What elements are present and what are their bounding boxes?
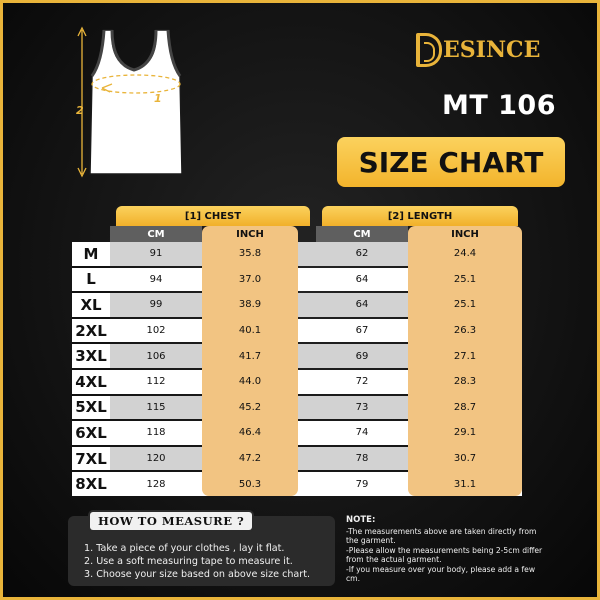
- measure-step: 3. Choose your size based on above size …: [84, 569, 311, 580]
- length-cm-cell: 78: [355, 453, 369, 465]
- chest-cm-cell: 120: [146, 453, 166, 465]
- garment-illustration: 2 1: [72, 24, 202, 184]
- note-line: -If you measure over your body, please a…: [346, 564, 536, 584]
- chest-cm-header: CM: [110, 226, 202, 242]
- chest-inch-column: [202, 242, 298, 496]
- size-cell: L: [72, 267, 110, 294]
- chest-inch-cell: 44.0: [238, 376, 262, 388]
- size-cell: 2XL: [72, 318, 110, 345]
- note-title: NOTE:: [346, 515, 376, 525]
- size-cell: 8XL: [72, 472, 110, 498]
- brand-d-icon: [416, 33, 442, 67]
- chest-inch-cell: 45.2: [238, 401, 262, 413]
- length-inch-cell: 28.3: [453, 376, 477, 388]
- note-line: -Please allow the measurements being 2-5…: [346, 545, 543, 565]
- chest-inch-cell: 47.2: [238, 453, 262, 465]
- length-cm-cell: 64: [355, 273, 369, 285]
- brand-name: ESINCE: [443, 37, 541, 63]
- chest-inch-cell: 41.7: [238, 350, 262, 362]
- chest-cm-cell: 99: [149, 299, 163, 311]
- size-column: M L XL 2XL 3XL 4XL 5XL 6XL 7XL 8XL: [72, 242, 110, 498]
- model-number: MT 106: [441, 90, 556, 121]
- chest-inch-cell: 46.4: [238, 427, 262, 439]
- chest-cm-cell: 102: [146, 325, 166, 337]
- size-chart-badge: SIZE CHART: [337, 137, 565, 187]
- note-block: NOTE: -The measurements above are taken …: [346, 515, 546, 584]
- length-inch-cell: 28.7: [453, 401, 477, 413]
- how-to-measure-title: HOW TO MEASURE ?: [90, 512, 253, 530]
- size-cell: 6XL: [72, 421, 110, 447]
- size-cell: 5XL: [72, 395, 110, 422]
- length-inch-header: INCH: [408, 226, 522, 242]
- note-line: -The measurements above are taken direct…: [346, 526, 537, 546]
- length-inch-cell: 25.1: [453, 273, 477, 285]
- length-cm-cell: 64: [355, 299, 369, 311]
- chest-inch-cell: 40.1: [238, 325, 262, 337]
- size-cell: 7XL: [72, 446, 110, 473]
- chest-cm-cell: 106: [146, 350, 166, 362]
- length-cm-cell: 69: [355, 350, 369, 362]
- chest-cm-cell: 94: [149, 273, 163, 285]
- length-inch-cell: 30.7: [453, 453, 477, 465]
- chest-inch-cell: 50.3: [238, 478, 262, 490]
- how-to-measure-panel: HOW TO MEASURE ? 1. Take a piece of your…: [68, 512, 335, 586]
- chest-group-header: [1] CHEST: [116, 206, 310, 226]
- brand-logo: ESINCE: [416, 32, 540, 68]
- size-cell: 3XL: [72, 344, 110, 370]
- chest-marker: 1: [154, 92, 162, 105]
- length-inch-column: [408, 242, 522, 496]
- length-cm-cell: 67: [355, 325, 369, 337]
- length-cm-cell: 72: [355, 376, 369, 388]
- length-group-header: [2] LENGTH: [322, 206, 518, 226]
- chest-cm-cell: 91: [149, 248, 163, 260]
- chest-inch-cell: 37.0: [238, 273, 262, 285]
- measure-step: 2. Use a soft measuring tape to measure …: [84, 556, 293, 567]
- length-inch-cell: 25.1: [453, 299, 477, 311]
- chest-inch-header: INCH: [202, 226, 298, 242]
- length-inch-cell: 26.3: [453, 325, 477, 337]
- chest-inch-cell: 38.9: [238, 299, 262, 311]
- chest-cm-cell: 115: [146, 401, 166, 413]
- size-cell: M: [72, 242, 110, 268]
- chest-cm-cell: 118: [146, 427, 166, 439]
- length-inch-cell: 29.1: [453, 427, 477, 439]
- chest-inch-cell: 35.8: [238, 248, 262, 260]
- size-cell: 4XL: [72, 369, 110, 396]
- measure-step: 1. Take a piece of your clothes , lay it…: [84, 543, 285, 554]
- length-cm-cell: 79: [355, 478, 369, 490]
- length-inch-cell: 24.4: [453, 248, 477, 260]
- length-cm-cell: 74: [355, 427, 369, 439]
- length-cm-header: CM: [316, 226, 408, 242]
- chest-cm-cell: 128: [146, 478, 166, 490]
- how-to-measure-steps: 1. Take a piece of your clothes , lay it…: [84, 542, 310, 581]
- chest-cm-cell: 112: [146, 376, 166, 388]
- length-inch-cell: 31.1: [453, 478, 477, 490]
- length-cm-cell: 62: [355, 248, 369, 260]
- size-cell: XL: [72, 293, 110, 319]
- length-inch-cell: 27.1: [453, 350, 477, 362]
- length-marker: 2: [76, 104, 84, 117]
- length-cm-cell: 73: [355, 401, 369, 413]
- tank-top-icon: [77, 26, 183, 178]
